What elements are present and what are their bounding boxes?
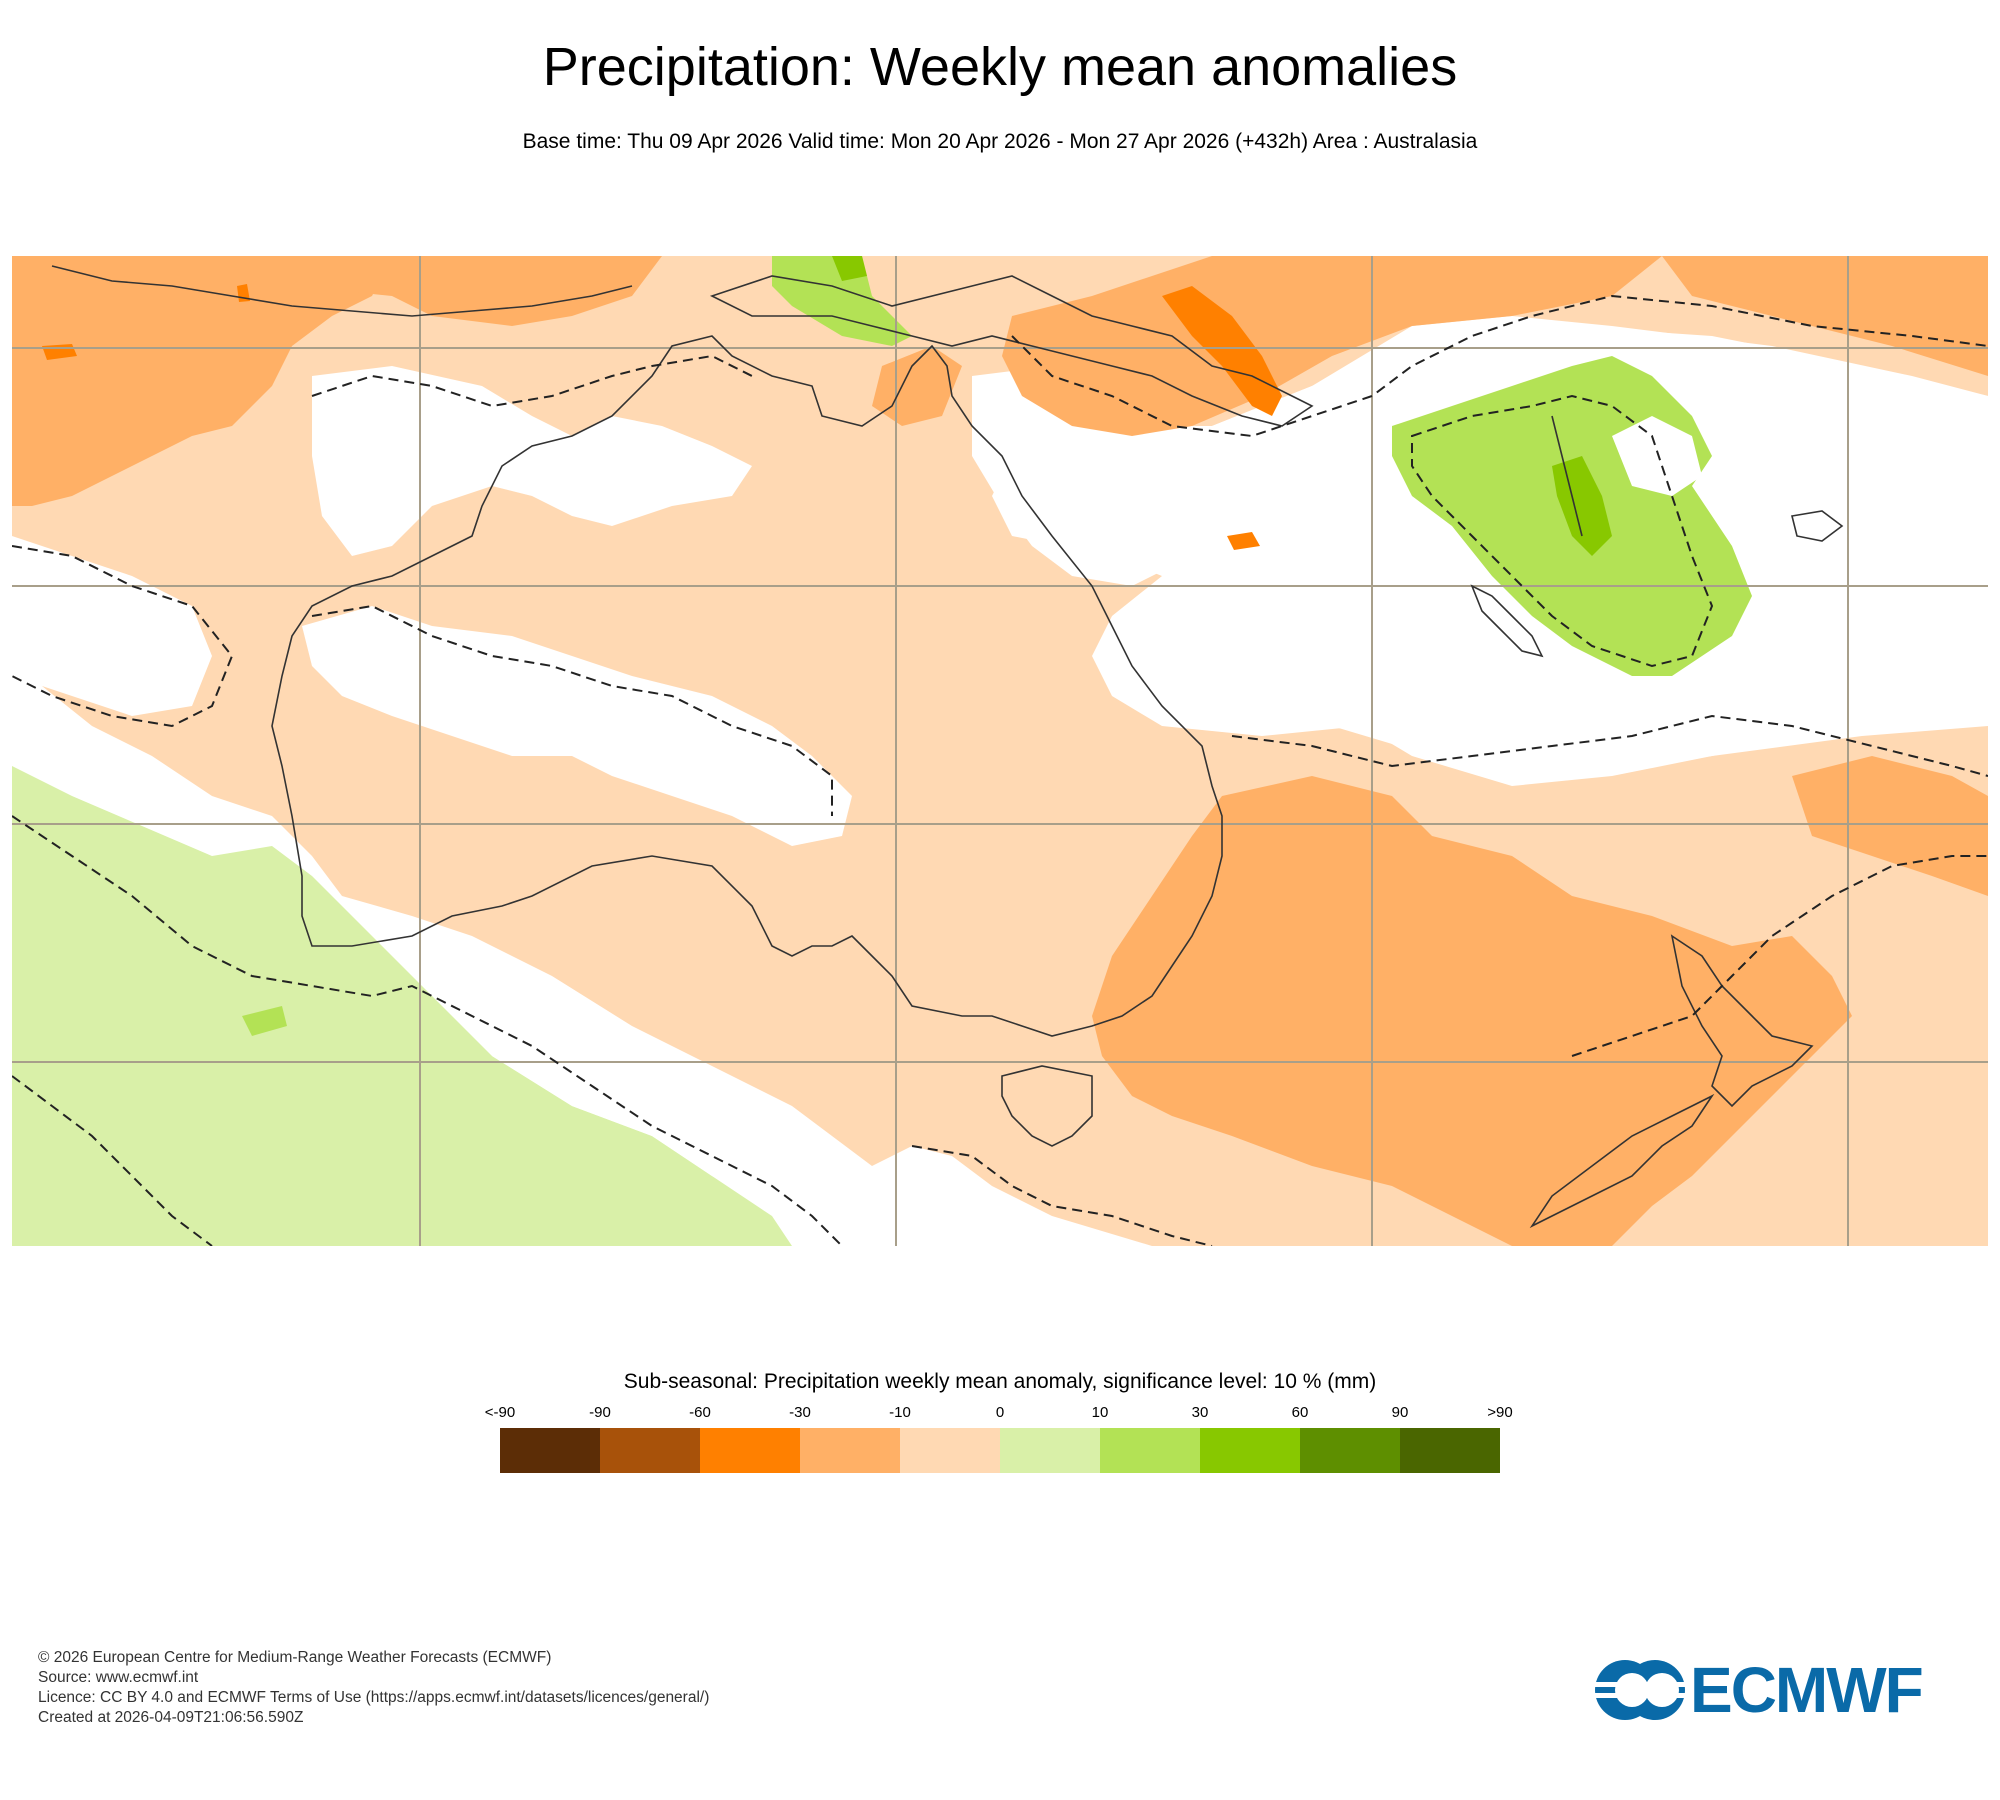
dry-moderate-cape-york — [872, 346, 962, 426]
legend-tick: 0 — [995, 1404, 1005, 1421]
ecmwf-logo: ECMWF — [1590, 1655, 1960, 1725]
color-legend: <-90 -90 -60 -30 -10 0 10 30 60 90 >90 — [485, 1404, 1513, 1474]
footer-source: Source: www.ecmwf.int — [38, 1669, 199, 1686]
dry-strong-spot-coral — [1227, 532, 1260, 550]
indonesia-coastline — [51, 265, 633, 317]
legend-tick: -10 — [889, 1404, 911, 1421]
legend-tick: -60 — [689, 1404, 711, 1421]
legend-swatch — [900, 1428, 1000, 1473]
dry-strong-coral-sea — [1162, 286, 1282, 416]
fiji-coastline — [1791, 510, 1844, 542]
significance-contour-north-australia — [311, 354, 753, 408]
legend-tick: 10 — [1091, 1404, 1109, 1421]
legend-tick: -90 — [589, 1404, 611, 1421]
anomaly-map — [12, 256, 1988, 1246]
significance-contour-southern-ocean — [12, 1075, 213, 1246]
new-caledonia-coastline — [1470, 584, 1544, 658]
wet-strong-timor — [832, 256, 867, 281]
map-canvas — [12, 256, 1988, 1246]
significance-contour-papua — [1011, 294, 1988, 438]
chart-title: Precipitation: Weekly mean anomalies — [542, 37, 1458, 97]
coastlines — [51, 265, 1844, 1229]
legend-swatch — [500, 1428, 600, 1473]
wet-strong-core — [1552, 456, 1612, 556]
legend-color-bar — [500, 1428, 1500, 1473]
significance-contours — [12, 294, 1988, 1246]
normal-region-west — [12, 536, 212, 716]
legend-swatch — [600, 1428, 700, 1473]
legend-swatch — [800, 1428, 900, 1473]
legend-swatch — [1000, 1428, 1100, 1473]
normal-region-north — [312, 366, 752, 556]
normal-region-southern-ocean — [492, 1036, 812, 1196]
legend-swatch — [1100, 1428, 1200, 1473]
normal-region-coral-inner — [1612, 416, 1702, 496]
chart-subtitle: Base time: Thu 09 Apr 2026 Valid time: M… — [522, 130, 1478, 153]
wet-region-southwest — [12, 766, 792, 1246]
dry-moderate-east-sea — [1792, 756, 1988, 896]
legend-swatch — [1200, 1428, 1300, 1473]
legend-swatch — [1400, 1428, 1500, 1473]
vanuatu-coastline — [1551, 415, 1583, 537]
dry-moderate-pacific-ne — [1662, 256, 1988, 376]
significance-contour-southwest — [12, 815, 843, 1246]
normal-region-central — [302, 606, 852, 846]
footer-copyright: © 2026 European Centre for Medium-Range … — [38, 1649, 552, 1666]
legend-title: Sub-seasonal: Precipitation weekly mean … — [623, 1370, 1377, 1393]
footer-created: Created at 2026-04-09T21:06:56.590Z — [38, 1709, 304, 1726]
legend-tick: <-90 — [484, 1404, 516, 1421]
footer: © 2026 European Centre for Medium-Range … — [38, 1648, 709, 1728]
significance-contour-central — [311, 604, 833, 816]
new-zealand-south-coastline — [1529, 1093, 1715, 1229]
legend-tick: 60 — [1291, 1404, 1309, 1421]
wet-moderate-timor — [772, 256, 912, 346]
significance-contour-tasman — [1231, 714, 1988, 777]
significance-contour-new-zealand — [1571, 855, 1988, 1057]
new-zealand-north-coastline — [1670, 934, 1814, 1108]
legend-tick: >90 — [1487, 1404, 1513, 1421]
wet-moderate-south-sea — [242, 1006, 287, 1036]
legend-tick: -30 — [789, 1404, 811, 1421]
ecmwf-logo-mark — [1590, 1660, 1685, 1720]
dry-moderate-tasman — [1092, 776, 1852, 1246]
legend-tick: 90 — [1391, 1404, 1409, 1421]
ecmwf-logo-text: ECMWF — [1690, 1654, 1924, 1726]
significance-contour-tasmania — [911, 1145, 1213, 1246]
dry-moderate-northwest — [12, 256, 392, 506]
new-guinea-coastline — [709, 275, 1314, 427]
legend-swatch — [1300, 1428, 1400, 1473]
legend-swatch — [700, 1428, 800, 1473]
footer-licence: Licence: CC BY 4.0 and ECMWF Terms of Us… — [38, 1689, 710, 1706]
map-gridlines — [12, 256, 1988, 1246]
legend-tick: 30 — [1191, 1404, 1209, 1421]
tasmania-coastline — [1001, 1065, 1093, 1147]
australia-coastline — [271, 335, 1223, 1037]
